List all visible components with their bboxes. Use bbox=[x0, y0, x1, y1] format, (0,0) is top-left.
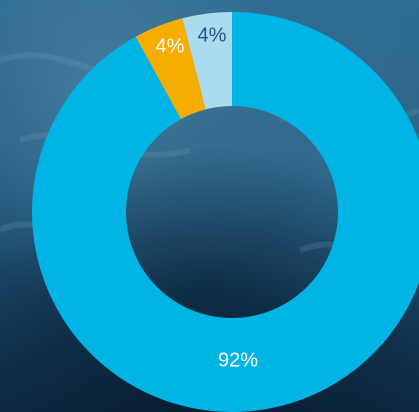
donut-labels: 92% 4% 4% bbox=[156, 24, 259, 371]
donut-slice-2 bbox=[182, 12, 232, 110]
donut-slice-1 bbox=[135, 18, 206, 120]
donut-slice-0 bbox=[32, 12, 419, 412]
donut-slices bbox=[32, 12, 419, 412]
slice-label-0: 92% bbox=[218, 349, 258, 371]
slice-label-2: 4% bbox=[198, 24, 227, 46]
slice-label-1: 4% bbox=[156, 35, 185, 57]
